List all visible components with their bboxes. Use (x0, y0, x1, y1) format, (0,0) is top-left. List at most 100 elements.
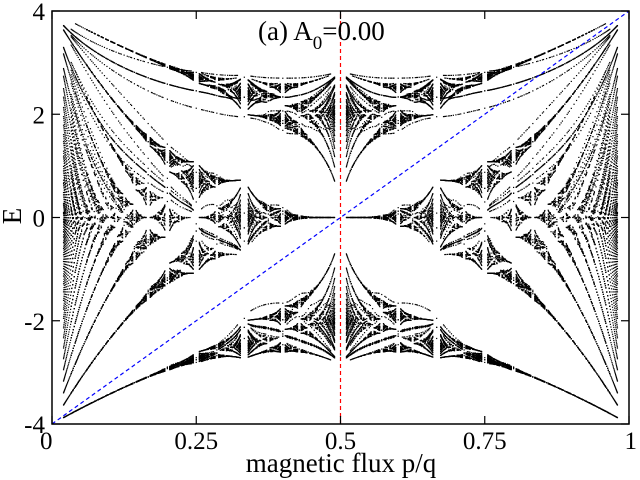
spectrum-point (391, 111, 392, 112)
spectrum-point (584, 236, 585, 237)
spectrum-point (156, 94, 157, 95)
spectrum-point (116, 247, 117, 248)
spectrum-point (455, 245, 456, 246)
spectrum-point (556, 271, 557, 272)
spectrum-point (261, 225, 262, 226)
spectrum-point (359, 280, 360, 281)
spectrum-point (156, 372, 157, 373)
spectrum-point (493, 251, 494, 252)
spectrum-point (104, 217, 105, 218)
spectrum-point (594, 49, 595, 50)
spectrum-point (156, 132, 157, 133)
spectrum-point (471, 356, 472, 357)
spectrum-point (388, 345, 389, 346)
spectrum-point (540, 149, 541, 150)
spectrum-point (471, 354, 472, 355)
spectrum-point (167, 178, 168, 179)
spectrum-point (520, 172, 521, 173)
spectrum-point (366, 303, 367, 304)
spectrum-point (148, 168, 149, 169)
spectrum-point (116, 204, 117, 205)
spectrum-point (594, 264, 595, 265)
spectrum-point (292, 125, 293, 126)
spectrum-point (362, 91, 363, 92)
spectrum-point (513, 144, 514, 145)
spectrum-point (436, 77, 437, 78)
spectrum-point (500, 206, 501, 207)
spectrum-point (576, 57, 577, 58)
spectrum-point (523, 188, 524, 189)
spectrum-point (359, 75, 360, 76)
spectrum-point (205, 176, 206, 177)
spectrum-point (366, 315, 367, 316)
spectrum-point (398, 344, 399, 345)
spectrum-point (584, 356, 585, 357)
spectrum-point (261, 90, 262, 91)
spectrum-point (495, 158, 496, 159)
spectrum-point (546, 220, 547, 221)
spectrum-point (96, 400, 97, 401)
spectrum-point (584, 143, 585, 144)
spectrum-point (196, 90, 197, 91)
spectrum-point (596, 251, 597, 252)
spectrum-point (318, 123, 319, 124)
spectrum-point (484, 108, 485, 109)
spectrum-point (257, 89, 258, 90)
spectrum-point (388, 78, 389, 79)
spectrum-point (362, 310, 363, 311)
spectrum-point (87, 136, 88, 137)
spectrum-point (513, 193, 514, 194)
spectrum-point (96, 256, 97, 257)
spectrum-point (104, 218, 105, 219)
spectrum-point (119, 139, 120, 140)
spectrum-point (484, 188, 485, 189)
spectrum-point (381, 218, 382, 219)
spectrum-point (471, 183, 472, 184)
spectrum-point (484, 72, 485, 73)
spectrum-point (590, 78, 591, 79)
spectrum-point (523, 94, 524, 95)
spectrum-point (366, 312, 367, 313)
spectrum-point (523, 168, 524, 169)
spectrum-point (464, 347, 465, 348)
spectrum-point (451, 333, 452, 334)
spectrum-point (109, 96, 110, 97)
spectrum-point (216, 179, 217, 180)
spectrum-point (124, 67, 125, 68)
spectrum-point (455, 97, 456, 98)
spectrum-point (596, 234, 597, 235)
spectrum-point (500, 72, 501, 73)
spectrum-point (308, 139, 309, 140)
spectrum-point (323, 314, 324, 315)
spectrum-point (551, 149, 552, 150)
spectrum-point (436, 338, 437, 339)
spectrum-point (422, 119, 423, 120)
spectrum-point (551, 166, 552, 167)
spectrum-point (564, 191, 565, 192)
spectrum-point (87, 182, 88, 183)
spectrum-point (500, 159, 501, 160)
spectrum-point (564, 390, 565, 391)
spectrum-point (229, 211, 230, 212)
spectrum-point (85, 170, 86, 171)
spectrum-point (398, 333, 399, 334)
spectrum-point (109, 135, 110, 136)
spectrum-point (314, 353, 315, 354)
spectrum-point (221, 212, 222, 213)
spectrum-point (255, 118, 256, 119)
spectrum-point (388, 216, 389, 217)
spectrum-point (261, 201, 262, 202)
spectrum-point (119, 211, 120, 212)
spectrum-point (464, 74, 465, 75)
spectrum-point (448, 246, 449, 247)
spectrum-point (580, 152, 581, 153)
spectrum-point (596, 87, 597, 88)
spectrum-point (134, 125, 135, 126)
spectrum-point (475, 230, 476, 231)
spectrum-point (500, 178, 501, 179)
spectrum-point (419, 219, 420, 220)
spectrum-point (596, 111, 597, 112)
spectrum-point (99, 70, 100, 71)
spectrum-point (551, 119, 552, 120)
spectrum-point (134, 310, 135, 311)
